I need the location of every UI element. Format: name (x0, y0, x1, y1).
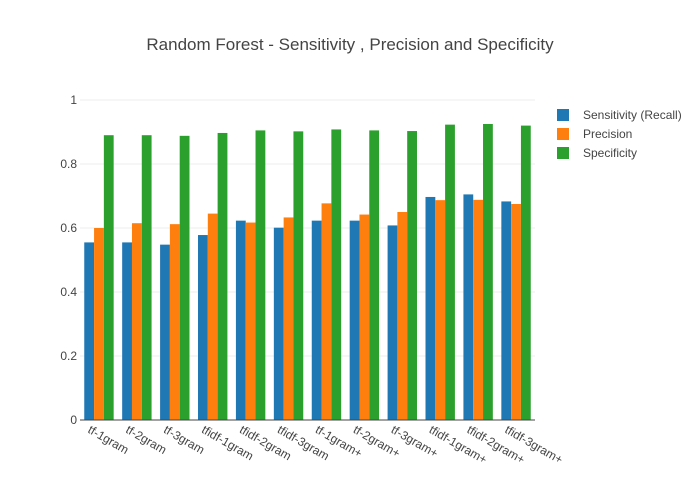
bar-precision-tfidf-1gram+[interactable] (435, 200, 446, 420)
bar-sensitivity-recall-tfidf-3gram+[interactable] (501, 201, 512, 420)
bar-specificity-tfidf-2gram[interactable] (255, 130, 266, 420)
legend-label[interactable]: Precision (583, 127, 632, 141)
bar-specificity-tfidf-2gram+[interactable] (483, 124, 493, 420)
chart-title: Random Forest - Sensitivity , Precision … (146, 35, 554, 54)
bar-specificity-tf-1gram[interactable] (103, 135, 114, 420)
bar-specificity-tfidf-3gram+[interactable] (520, 125, 531, 420)
bar-precision-tf-1gram[interactable] (94, 228, 104, 420)
gridlines (80, 99, 535, 357)
bar-precision-tf-2gram[interactable] (131, 223, 142, 420)
legend-swatch[interactable] (557, 128, 569, 140)
bar-precision-tf-1gram+[interactable] (321, 203, 332, 420)
bar-sensitivity-recall-tf-2gram[interactable] (122, 242, 132, 420)
bar-specificity-tf-3gram+[interactable] (407, 131, 417, 421)
legend-label[interactable]: Sensitivity (Recall) (583, 108, 682, 122)
bar-precision-tfidf-3gram+[interactable] (511, 204, 521, 420)
bar-specificity-tf-2gram+[interactable] (369, 130, 380, 420)
bar-sensitivity-recall-tfidf-3gram[interactable] (273, 227, 284, 420)
bar-precision-tfidf-3gram[interactable] (283, 217, 294, 420)
bar-sensitivity-recall-tf-3gram+[interactable] (387, 225, 398, 420)
bar-specificity-tf-2gram[interactable] (141, 135, 152, 420)
bar-sensitivity-recall-tfidf-1gram+[interactable] (425, 196, 436, 420)
bar-sensitivity-recall-tf-3gram[interactable] (160, 244, 170, 420)
bar-precision-tf-3gram[interactable] (169, 224, 180, 420)
bar-sensitivity-recall-tfidf-2gram+[interactable] (463, 194, 474, 420)
bar-precision-tf-2gram+[interactable] (359, 214, 370, 420)
bars (84, 124, 531, 421)
legend-swatch[interactable] (557, 109, 569, 121)
legend-label[interactable]: Specificity (583, 146, 637, 160)
y-tick-label: 0.2 (60, 349, 77, 363)
bar-sensitivity-recall-tf-2gram+[interactable] (349, 220, 360, 420)
y-tick-label: 0.8 (60, 157, 77, 171)
bar-specificity-tf-3gram[interactable] (179, 135, 190, 420)
bar-specificity-tfidf-1gram[interactable] (217, 132, 228, 420)
bar-precision-tf-3gram+[interactable] (397, 212, 408, 420)
bar-precision-tfidf-2gram[interactable] (245, 222, 256, 420)
bar-specificity-tfidf-3gram[interactable] (293, 131, 304, 421)
x-tick-label: tf-3gram (161, 422, 207, 456)
y-tick-label: 0 (70, 413, 77, 427)
bar-specificity-tf-1gram+[interactable] (331, 129, 342, 420)
x-tick-label: tf-1gram (85, 422, 131, 456)
y-tick-label: 0.4 (60, 285, 77, 299)
bar-sensitivity-recall-tfidf-1gram[interactable] (198, 235, 208, 420)
x-tick-label: tf-2gram (123, 422, 169, 456)
y-tick-label: 0.6 (60, 221, 77, 235)
legend[interactable]: Sensitivity (Recall) Precision Specificity (557, 108, 682, 160)
bar-precision-tfidf-2gram+[interactable] (473, 199, 484, 420)
bar-sensitivity-recall-tf-1gram[interactable] (84, 242, 95, 420)
bar-sensitivity-recall-tf-1gram+[interactable] (311, 220, 322, 420)
legend-swatch[interactable] (557, 147, 569, 159)
y-tick-label: 1 (70, 93, 77, 107)
bar-precision-tfidf-1gram[interactable] (207, 213, 218, 420)
bar-specificity-tfidf-1gram+[interactable] (445, 124, 455, 420)
bar-sensitivity-recall-tfidf-2gram[interactable] (235, 220, 246, 420)
